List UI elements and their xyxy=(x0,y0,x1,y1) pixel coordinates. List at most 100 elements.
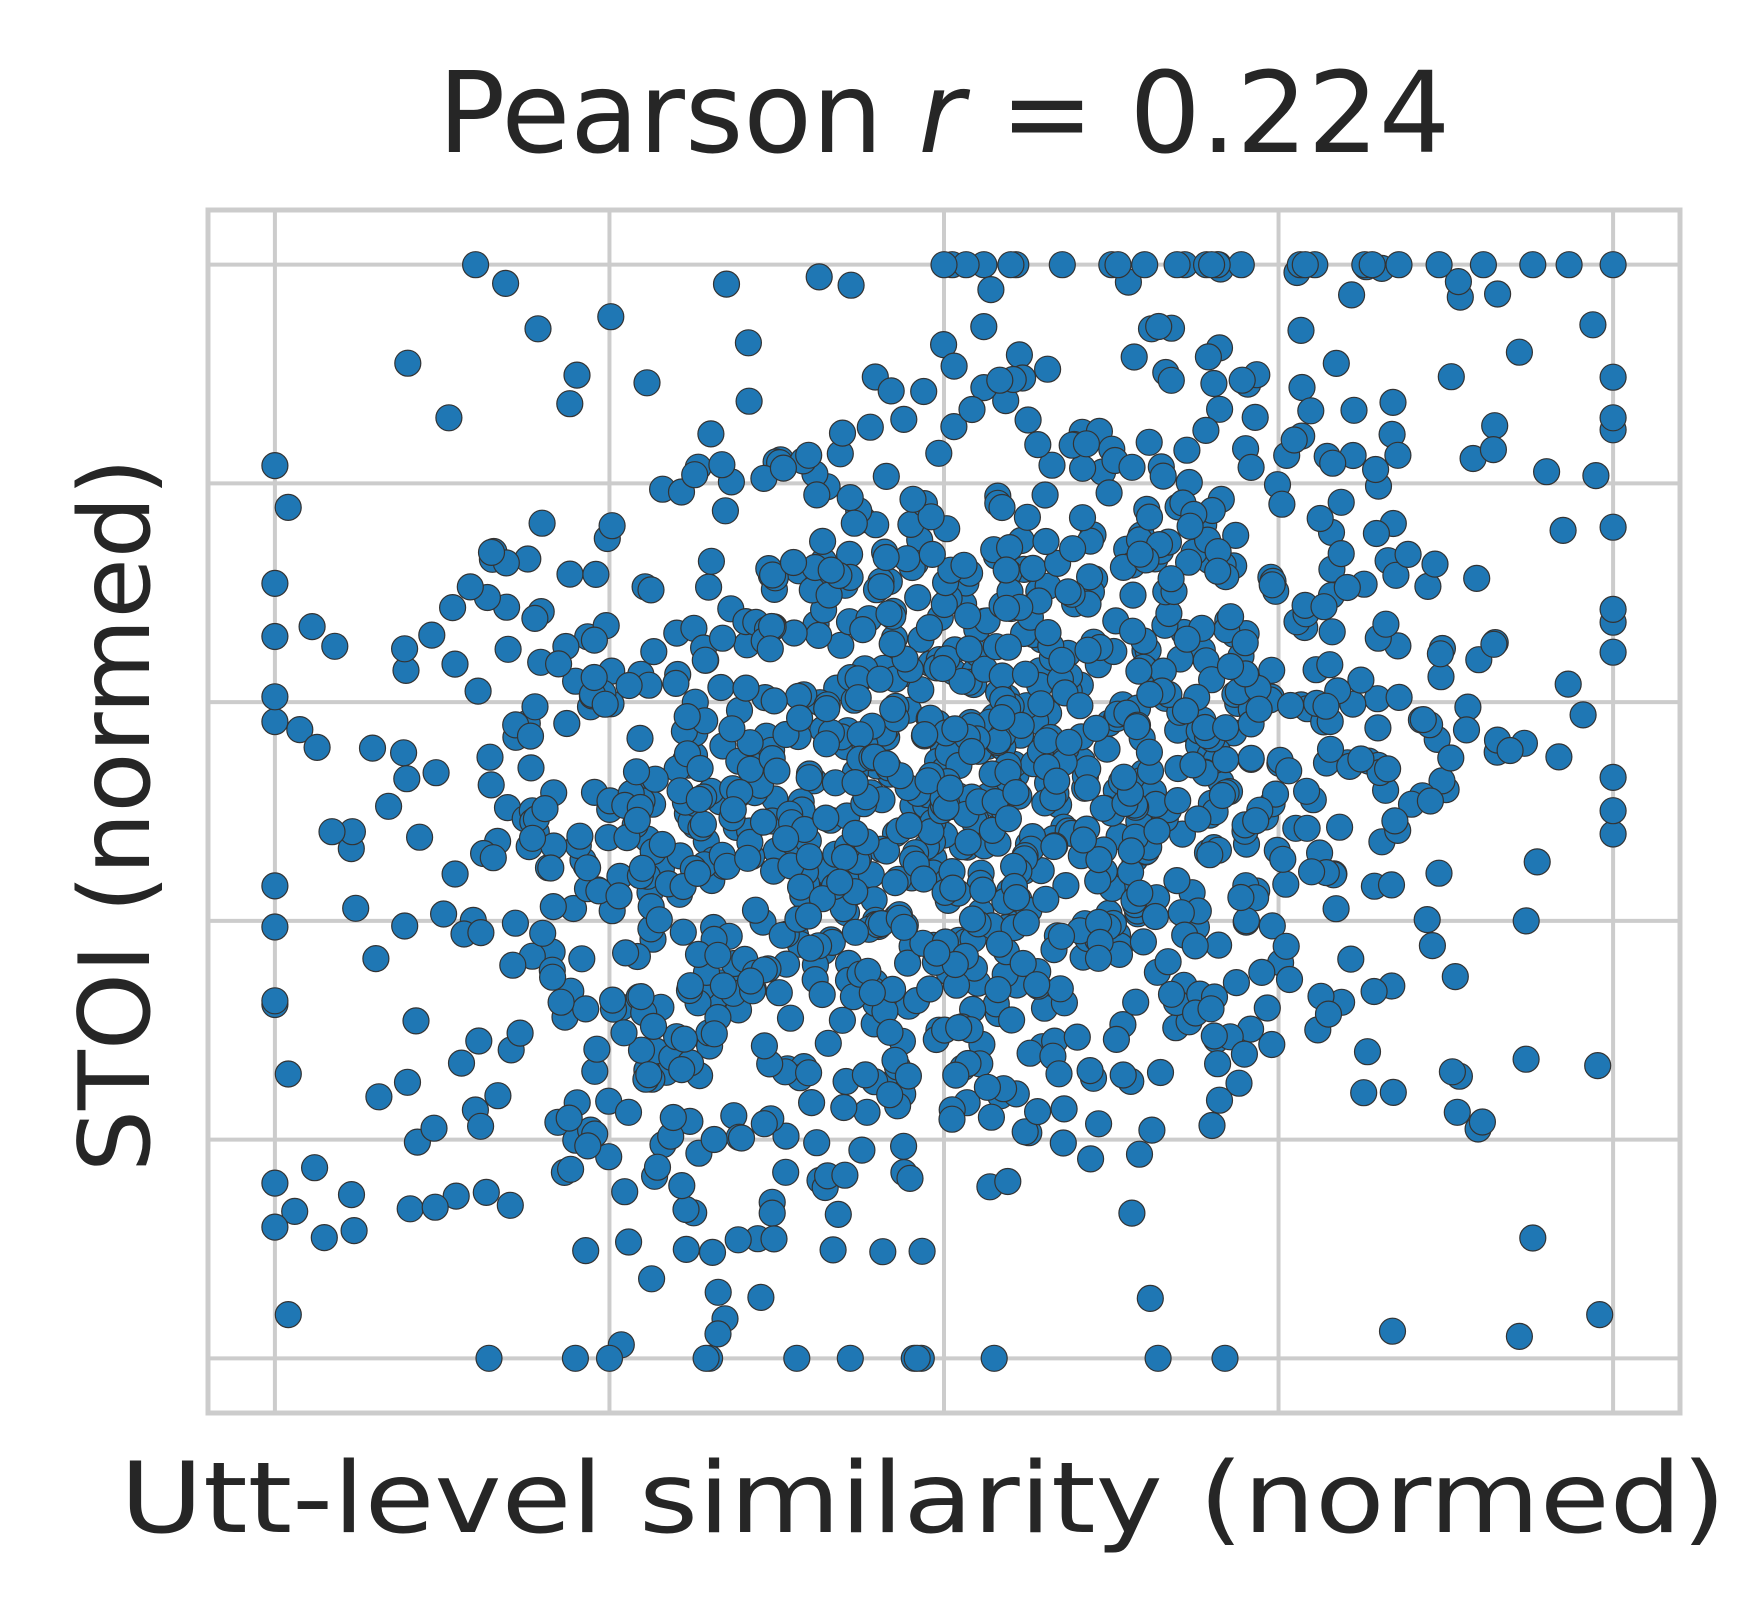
scatter-point xyxy=(797,1088,826,1117)
scatter-point xyxy=(1232,907,1261,935)
scatter-point xyxy=(1109,1061,1137,1089)
scatter-point xyxy=(1421,550,1449,578)
scatter-point xyxy=(553,709,581,738)
scatter-point xyxy=(866,665,894,693)
scatter-point xyxy=(1050,1095,1078,1123)
scatter-point xyxy=(803,481,831,509)
scatter-point xyxy=(732,674,760,702)
scatter-point xyxy=(643,1153,672,1181)
scatter-point xyxy=(994,805,1023,833)
scatter-point xyxy=(1163,866,1191,895)
scatter-point xyxy=(1125,1140,1154,1168)
scatter-point xyxy=(261,1213,289,1241)
scatter-point xyxy=(1555,251,1583,279)
scatter-point xyxy=(1337,945,1365,973)
scatter-point xyxy=(261,913,289,941)
scatter-point xyxy=(1327,488,1355,516)
scatter-point xyxy=(1084,1110,1113,1138)
scatter-point xyxy=(1192,416,1220,444)
scatter-point xyxy=(494,635,522,663)
scatter-point xyxy=(973,1073,1002,1101)
scatter-point xyxy=(1599,763,1627,792)
scatter-point xyxy=(595,1344,624,1372)
scatter-point xyxy=(1157,565,1185,593)
scatter-point xyxy=(422,759,450,787)
scatter-point xyxy=(1216,652,1245,681)
scatter-point xyxy=(1306,504,1334,533)
data-points xyxy=(261,251,1627,1372)
scatter-point xyxy=(418,621,446,649)
scatter-point xyxy=(1258,1030,1286,1059)
scatter-point xyxy=(1237,453,1265,481)
scatter-point xyxy=(858,979,886,1007)
scatter-point xyxy=(894,1062,923,1090)
scatter-point xyxy=(1212,714,1240,742)
scatter-point xyxy=(992,594,1021,622)
scatter-point xyxy=(1179,751,1207,779)
scatter-point xyxy=(878,630,906,658)
scatter-point xyxy=(837,271,865,299)
scatter-point xyxy=(1054,578,1082,606)
scatter-point xyxy=(441,860,469,888)
scatter-point xyxy=(879,695,907,723)
scatter-point xyxy=(1082,714,1110,743)
scatter-point xyxy=(1358,251,1386,279)
scatter-point xyxy=(467,1112,495,1140)
scatter-point xyxy=(1231,629,1259,657)
scatter-point xyxy=(1138,1116,1166,1144)
scatter-point xyxy=(1066,692,1094,720)
scatter-point xyxy=(391,635,419,663)
scatter-point xyxy=(521,693,549,721)
scatter-point xyxy=(637,1265,666,1293)
scatter-point xyxy=(995,533,1024,562)
scatter-point xyxy=(954,828,982,856)
scatter-point xyxy=(1129,928,1158,956)
scatter-point xyxy=(1584,1051,1612,1080)
scatter-point xyxy=(465,1027,493,1055)
scatter-point xyxy=(622,758,651,786)
scatter-point xyxy=(1181,932,1209,960)
scatter-point xyxy=(1394,540,1422,569)
scatter-point xyxy=(310,1223,338,1252)
scatter-point xyxy=(441,650,469,678)
scatter-point xyxy=(736,729,764,757)
scatter-point xyxy=(1253,994,1281,1022)
scatter-point xyxy=(1297,397,1325,425)
scatter-point xyxy=(1230,1040,1259,1068)
scatter-point xyxy=(1197,666,1226,694)
scatter-point xyxy=(544,650,573,678)
scatter-point xyxy=(393,1068,422,1096)
scatter-point xyxy=(496,1191,524,1219)
scatter-point xyxy=(988,662,1016,690)
scatter-point xyxy=(846,721,874,749)
scatter-point xyxy=(1038,451,1066,479)
scatter-point xyxy=(940,413,968,441)
scatter-point xyxy=(464,677,492,705)
scatter-point xyxy=(261,1169,289,1197)
scatter-point xyxy=(984,975,1012,1004)
scatter-point xyxy=(321,632,349,660)
scatter-point xyxy=(1288,373,1316,402)
scatter-point xyxy=(704,1278,732,1306)
scatter-point xyxy=(1347,745,1375,773)
scatter-point xyxy=(1047,922,1076,950)
scatter-point xyxy=(1599,251,1627,279)
scatter-point xyxy=(318,818,346,846)
scatter-point xyxy=(772,1158,800,1186)
scatter-point xyxy=(899,485,927,513)
scatter-point xyxy=(1126,879,1154,907)
scatter-point xyxy=(918,540,946,569)
scatter-point xyxy=(1204,557,1232,585)
scatter-point xyxy=(908,1237,936,1265)
scatter-point xyxy=(572,995,600,1023)
scatter-point xyxy=(1198,1111,1226,1140)
scatter-point xyxy=(1438,1058,1467,1086)
scatter-point xyxy=(994,633,1023,661)
scatter-point xyxy=(1149,462,1177,490)
scatter-point xyxy=(969,876,997,904)
scatter-point xyxy=(1269,845,1297,873)
scatter-point xyxy=(499,951,527,979)
scatter-point xyxy=(598,512,626,540)
scatter-point xyxy=(841,768,869,797)
scatter-point xyxy=(1119,581,1147,609)
